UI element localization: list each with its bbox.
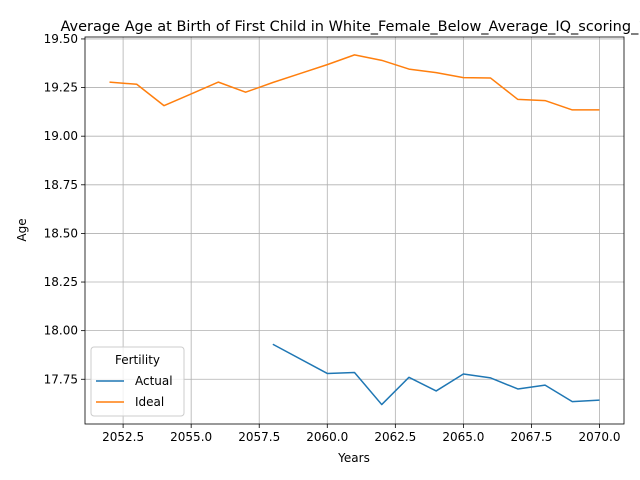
y-tick-label: 18.75: [44, 178, 78, 192]
chart-title: Average Age at Birth of First Child in W…: [60, 19, 640, 35]
y-tick-label: 18.50: [44, 226, 78, 240]
x-tick-label: 2060.0: [306, 430, 348, 444]
x-tick-label: 2065.0: [442, 430, 484, 444]
series-lines: [109, 54, 600, 406]
y-tick-label: 17.75: [44, 372, 78, 386]
y-tick-label: 18.00: [44, 324, 78, 338]
legend: Fertility Actual Ideal: [90, 346, 185, 417]
y-tick-label: 19.25: [44, 81, 78, 95]
x-tick-label: 2067.5: [510, 430, 552, 444]
legend-label-ideal: Ideal: [135, 395, 164, 409]
y-axis-label: Age: [15, 218, 29, 241]
y-axis-ticks: 17.75 18.00 18.25 18.50 18.75 19.00 19.25 19.50: [44, 32, 85, 386]
series-line-actual: [272, 343, 600, 406]
x-tick-label: 2070.0: [579, 430, 621, 444]
legend-title: Fertility: [115, 353, 160, 367]
series-line-ideal: [109, 54, 600, 111]
x-tick-label: 2057.5: [238, 430, 280, 444]
y-tick-label: 19.00: [44, 129, 78, 143]
x-tick-label: 2052.5: [102, 430, 144, 444]
x-axis-label: Years: [337, 451, 370, 465]
y-tick-label: 19.50: [44, 32, 78, 46]
legend-label-actual: Actual: [135, 374, 173, 388]
x-tick-label: 2062.5: [374, 430, 416, 444]
y-tick-label: 18.25: [44, 275, 78, 289]
x-axis-ticks: 2052.5 2055.0 2057.5 2060.0 2062.5 2065.0 2067…: [102, 424, 621, 444]
legend-box: [90, 346, 185, 417]
plot-area-frame: [84, 36, 625, 425]
x-tick-label: 2055.0: [170, 430, 212, 444]
